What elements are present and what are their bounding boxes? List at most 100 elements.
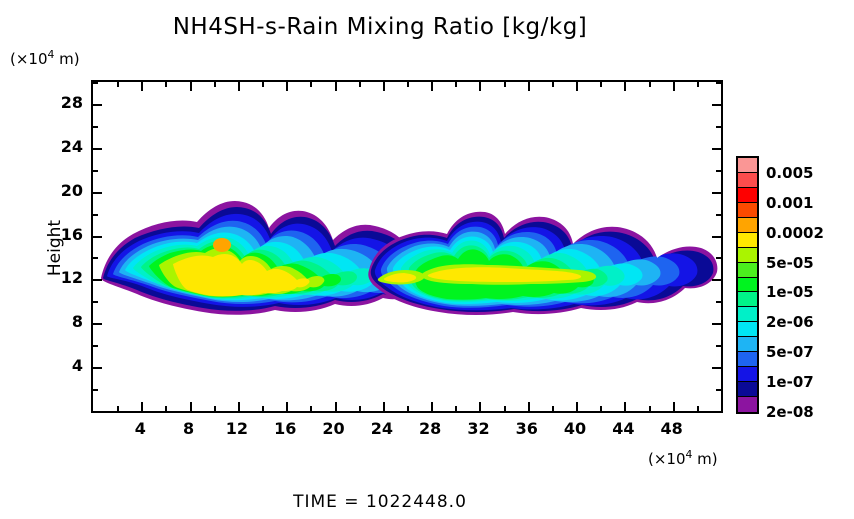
time-annotation: TIME = 1022448.0 <box>293 492 467 512</box>
x-minor-tick-top <box>407 82 409 87</box>
x-minor-tick-top <box>165 82 168 87</box>
y-minor-tick-right <box>716 345 721 348</box>
x-tick-label: 48 <box>660 419 683 438</box>
x-minor-tick <box>213 406 216 411</box>
x-minor-tick-top <box>503 82 506 87</box>
x-tick-label: 12 <box>225 419 249 438</box>
colorbar-tick-label: 2e-08 <box>766 403 814 421</box>
x-major-tick <box>237 402 240 411</box>
y-tick-label: 24 <box>60 136 83 156</box>
x-minor-tick-top <box>262 82 265 87</box>
y-minor-tick <box>93 169 98 172</box>
y-minor-tick-right <box>716 82 721 84</box>
x-major-tick-top <box>141 82 144 91</box>
y-minor-tick <box>93 125 98 128</box>
x-minor-tick <box>165 406 168 411</box>
y-minor-tick <box>93 345 98 348</box>
colorbar-swatch <box>738 187 757 203</box>
x-major-tick-top <box>237 82 240 91</box>
x-major-tick-top <box>576 82 579 91</box>
x-major-tick <box>624 402 627 411</box>
x-minor-tick-top <box>455 82 458 87</box>
x-minor-tick-top <box>551 82 554 87</box>
x-tick-label: 28 <box>419 419 442 438</box>
y-minor-tick <box>93 301 98 304</box>
colorbar-swatch <box>738 158 757 173</box>
x-major-tick-top <box>189 82 192 91</box>
colorbar-tick-label: 1e-07 <box>766 373 814 392</box>
colorbar-swatch <box>738 202 757 218</box>
x-minor-tick <box>503 406 506 411</box>
colorbar-tick-label: 0.0002 <box>766 223 824 242</box>
x-tick-label: 8 <box>183 419 195 438</box>
y-minor-tick <box>93 213 98 216</box>
mixing-ratio-field-svg <box>93 82 721 411</box>
x-major-tick <box>286 402 289 411</box>
colorbar-swatch <box>738 262 757 278</box>
x-minor-tick <box>600 406 603 411</box>
colorbar-swatch <box>738 232 757 248</box>
colorbar-swatch <box>738 367 757 383</box>
x-minor-tick-top <box>310 82 313 87</box>
y-major-tick-right <box>712 103 721 106</box>
x-tick-label: 44 <box>612 419 635 438</box>
colorbar-swatch <box>738 247 757 263</box>
y-major-tick-right <box>712 147 721 150</box>
y-minor-tick <box>93 389 98 392</box>
x-major-tick <box>431 402 434 411</box>
x-minor-tick <box>455 406 458 411</box>
colorbar-swatch <box>738 307 757 323</box>
colorbar-tick-label: 0.005 <box>766 163 814 182</box>
x-major-tick-top <box>334 82 337 91</box>
plot-area <box>91 80 723 413</box>
x-tick-label: 40 <box>563 419 587 438</box>
x-minor-tick <box>696 406 699 411</box>
y-major-tick <box>93 147 102 150</box>
colorbar-tick-label: 2e-06 <box>766 313 814 332</box>
y-major-tick <box>93 279 102 282</box>
x-major-tick <box>527 402 530 411</box>
x-major-tick <box>189 402 192 411</box>
x-tick-label: 24 <box>370 419 393 438</box>
x-major-tick-top <box>286 82 289 91</box>
x-major-tick <box>576 402 579 411</box>
y-tick-label: 4 <box>71 356 83 376</box>
colorbar <box>736 156 759 414</box>
x-minor-tick <box>551 406 554 411</box>
y-axis-title: Height <box>45 219 65 277</box>
x-tick-label: 16 <box>274 419 297 438</box>
y-major-tick-right <box>712 191 721 194</box>
x-minor-tick-top <box>117 82 120 87</box>
colorbar-swatch <box>738 322 757 338</box>
y-major-tick <box>93 103 102 106</box>
x-major-tick <box>382 402 385 411</box>
page-title: NH4SH-s-Rain Mixing Ratio [kg/kg] <box>172 14 588 40</box>
y-tick-label: 12 <box>60 268 83 288</box>
x-minor-tick <box>262 406 265 411</box>
y-tick-label: 16 <box>60 224 83 244</box>
x-tick-label: 32 <box>467 419 490 438</box>
colorbar-swatch <box>738 382 757 397</box>
y-major-tick-right <box>712 323 721 326</box>
y-minor-tick-right <box>716 125 721 128</box>
colorbar-tick-label: 1e-05 <box>766 283 814 302</box>
x-minor-tick-top <box>358 82 361 87</box>
x-minor-tick <box>310 406 313 411</box>
heatmap-field <box>93 82 721 411</box>
y-axis-unit-label: (×104 m) <box>10 48 80 68</box>
x-minor-tick <box>648 406 651 411</box>
y-minor-tick <box>93 82 98 84</box>
x-minor-tick-top <box>696 82 699 87</box>
y-major-tick-right <box>712 367 721 370</box>
y-minor-tick-right <box>716 389 721 392</box>
colorbar-swatch <box>738 172 757 188</box>
colorbar-tick-label: 5e-07 <box>766 343 814 362</box>
colorbar-swatch <box>738 217 757 233</box>
colorbar-swatch <box>738 277 757 293</box>
x-tick-label: 20 <box>322 419 345 438</box>
x-major-tick-top <box>672 82 675 91</box>
y-major-tick <box>93 323 102 326</box>
y-major-tick <box>93 191 102 194</box>
colorbar-swatch <box>738 337 757 353</box>
